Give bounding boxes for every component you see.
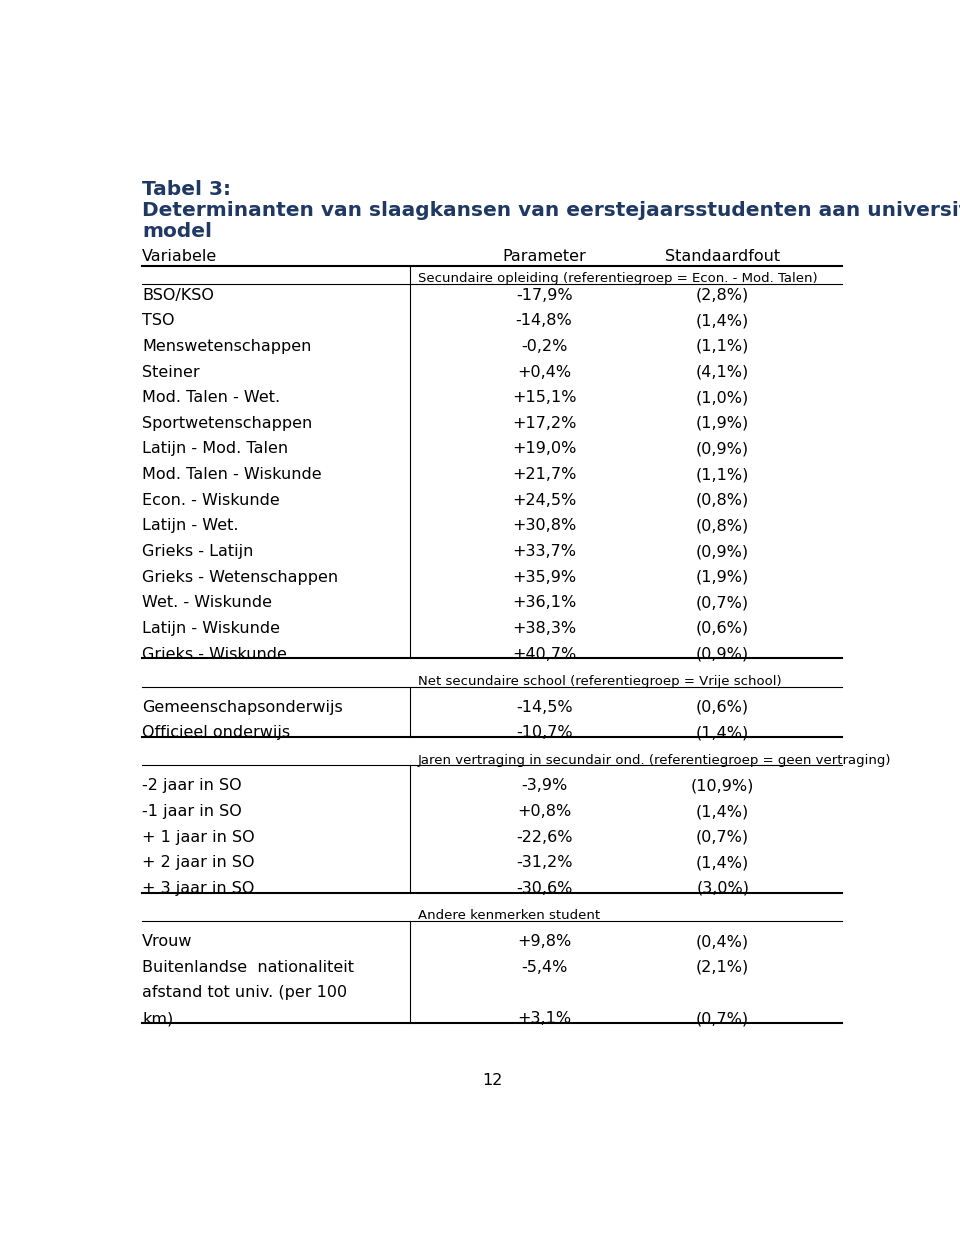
Text: Jaren vertraging in secundair ond. (referentiegroep = geen vertraging): Jaren vertraging in secundair ond. (refe… — [418, 754, 891, 766]
Text: +0,8%: +0,8% — [516, 804, 571, 818]
Text: -1 jaar in SO: -1 jaar in SO — [142, 804, 242, 818]
Text: -14,8%: -14,8% — [516, 313, 572, 328]
Text: (3,0%): (3,0%) — [696, 881, 749, 895]
Text: km): km) — [142, 1011, 174, 1026]
Text: (1,1%): (1,1%) — [696, 467, 750, 482]
Text: Latijn - Mod. Talen: Latijn - Mod. Talen — [142, 441, 288, 457]
Text: +24,5%: +24,5% — [512, 493, 576, 508]
Text: -3,9%: -3,9% — [521, 779, 567, 794]
Text: +15,1%: +15,1% — [512, 390, 576, 405]
Text: -31,2%: -31,2% — [516, 856, 572, 871]
Text: Gemeenschapsonderwijs: Gemeenschapsonderwijs — [142, 699, 343, 714]
Text: -5,4%: -5,4% — [521, 960, 567, 975]
Text: Latijn - Wiskunde: Latijn - Wiskunde — [142, 621, 280, 636]
Text: Mod. Talen - Wet.: Mod. Talen - Wet. — [142, 390, 280, 405]
Text: +36,1%: +36,1% — [512, 595, 576, 610]
Text: (0,6%): (0,6%) — [696, 699, 749, 714]
Text: TSO: TSO — [142, 313, 175, 328]
Text: Vrouw: Vrouw — [142, 934, 193, 949]
Text: -14,5%: -14,5% — [516, 699, 572, 714]
Text: Andere kenmerken student: Andere kenmerken student — [418, 909, 600, 923]
Text: -22,6%: -22,6% — [516, 830, 572, 845]
Text: Secundaire opleiding (referentiegroep = Econ. - Mod. Talen): Secundaire opleiding (referentiegroep = … — [418, 272, 817, 286]
Text: Wet. - Wiskunde: Wet. - Wiskunde — [142, 595, 273, 610]
Text: (10,9%): (10,9%) — [691, 779, 755, 794]
Text: +38,3%: +38,3% — [512, 621, 576, 636]
Text: Officieel onderwijs: Officieel onderwijs — [142, 725, 291, 740]
Text: + 3 jaar in SO: + 3 jaar in SO — [142, 881, 254, 895]
Text: + 2 jaar in SO: + 2 jaar in SO — [142, 856, 254, 871]
Text: (0,9%): (0,9%) — [696, 647, 749, 662]
Text: (2,8%): (2,8%) — [696, 288, 749, 303]
Text: +3,1%: +3,1% — [517, 1011, 571, 1026]
Text: (0,9%): (0,9%) — [696, 544, 749, 559]
Text: -30,6%: -30,6% — [516, 881, 572, 895]
Text: +33,7%: +33,7% — [512, 544, 576, 559]
Text: Mod. Talen - Wiskunde: Mod. Talen - Wiskunde — [142, 467, 322, 482]
Text: model: model — [142, 222, 212, 241]
Text: Variabele: Variabele — [142, 250, 218, 265]
Text: BSO/KSO: BSO/KSO — [142, 288, 214, 303]
Text: -10,7%: -10,7% — [516, 725, 572, 740]
Text: Latijn - Wet.: Latijn - Wet. — [142, 518, 239, 533]
Text: +9,8%: +9,8% — [516, 934, 571, 949]
Text: Tabel 3:: Tabel 3: — [142, 180, 231, 199]
Text: (1,9%): (1,9%) — [696, 416, 749, 431]
Text: afstand tot univ. (per 100: afstand tot univ. (per 100 — [142, 985, 348, 1000]
Text: (0,9%): (0,9%) — [696, 441, 749, 457]
Text: (1,9%): (1,9%) — [696, 570, 749, 585]
Text: (1,1%): (1,1%) — [696, 339, 750, 354]
Text: Grieks - Wiskunde: Grieks - Wiskunde — [142, 647, 287, 662]
Text: +19,0%: +19,0% — [512, 441, 576, 457]
Text: Determinanten van slaagkansen van eerstejaarsstudenten aan universiteiten: Logit: Determinanten van slaagkansen van eerste… — [142, 201, 960, 220]
Text: Parameter: Parameter — [502, 250, 586, 265]
Text: (0,8%): (0,8%) — [696, 518, 749, 533]
Text: Econ. - Wiskunde: Econ. - Wiskunde — [142, 493, 280, 508]
Text: Menswetenschappen: Menswetenschappen — [142, 339, 312, 354]
Text: +21,7%: +21,7% — [512, 467, 576, 482]
Text: (0,6%): (0,6%) — [696, 621, 749, 636]
Text: (1,4%): (1,4%) — [696, 804, 749, 818]
Text: -0,2%: -0,2% — [521, 339, 567, 354]
Text: (0,7%): (0,7%) — [696, 830, 749, 845]
Text: (0,7%): (0,7%) — [696, 1011, 749, 1026]
Text: (4,1%): (4,1%) — [696, 365, 749, 380]
Text: (0,8%): (0,8%) — [696, 493, 749, 508]
Text: Grieks - Latijn: Grieks - Latijn — [142, 544, 253, 559]
Text: Buitenlandse  nationaliteit: Buitenlandse nationaliteit — [142, 960, 354, 975]
Text: +0,4%: +0,4% — [517, 365, 571, 380]
Text: (1,0%): (1,0%) — [696, 390, 749, 405]
Text: (1,4%): (1,4%) — [696, 856, 749, 871]
Text: 12: 12 — [482, 1073, 502, 1088]
Text: +17,2%: +17,2% — [512, 416, 576, 431]
Text: Net secundaire school (referentiegroep = Vrije school): Net secundaire school (referentiegroep =… — [418, 676, 781, 688]
Text: (1,4%): (1,4%) — [696, 313, 749, 328]
Text: + 1 jaar in SO: + 1 jaar in SO — [142, 830, 255, 845]
Text: -2 jaar in SO: -2 jaar in SO — [142, 779, 242, 794]
Text: Sportwetenschappen: Sportwetenschappen — [142, 416, 313, 431]
Text: +30,8%: +30,8% — [512, 518, 576, 533]
Text: +35,9%: +35,9% — [512, 570, 576, 585]
Text: (2,1%): (2,1%) — [696, 960, 749, 975]
Text: (0,4%): (0,4%) — [696, 934, 749, 949]
Text: Steiner: Steiner — [142, 365, 200, 380]
Text: (1,4%): (1,4%) — [696, 725, 749, 740]
Text: -17,9%: -17,9% — [516, 288, 572, 303]
Text: +40,7%: +40,7% — [512, 647, 576, 662]
Text: Grieks - Wetenschappen: Grieks - Wetenschappen — [142, 570, 339, 585]
Text: Standaardfout: Standaardfout — [665, 250, 780, 265]
Text: (0,7%): (0,7%) — [696, 595, 749, 610]
